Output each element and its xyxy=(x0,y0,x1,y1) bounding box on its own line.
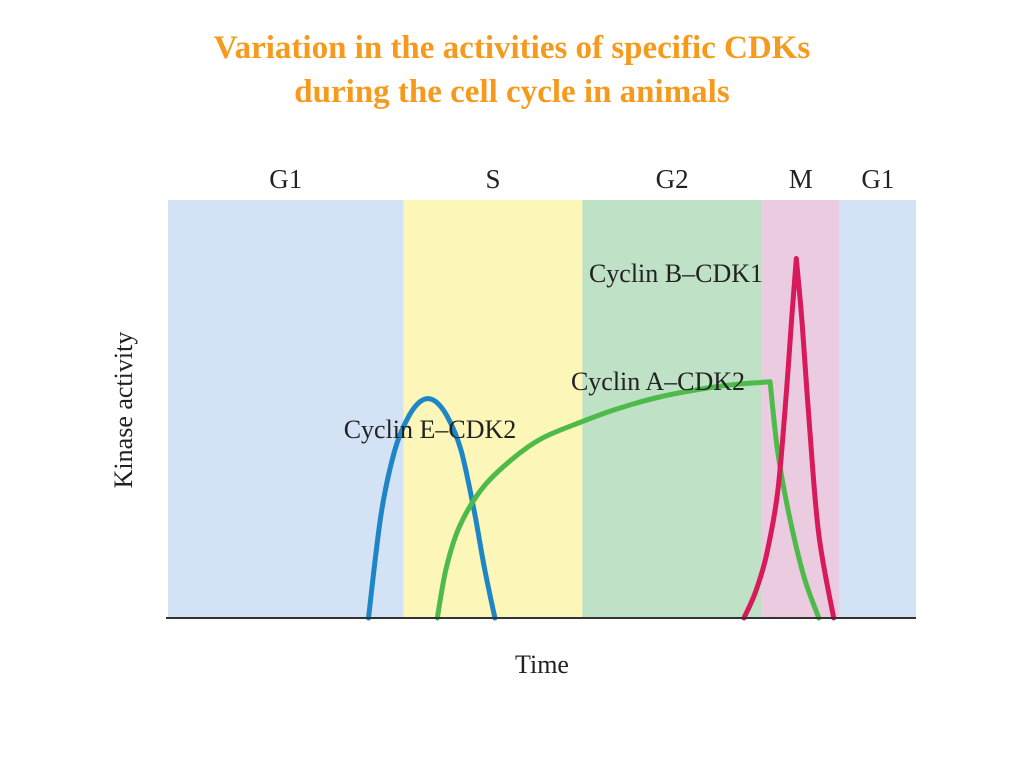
series-line-cyclin-a-cdk2 xyxy=(434,379,822,621)
phase-label-g1-0: G1 xyxy=(269,164,302,194)
phase-label-g1-4: G1 xyxy=(861,164,894,194)
series-lines xyxy=(366,256,837,621)
phase-bands xyxy=(168,200,916,618)
phase-band-g1-4 xyxy=(839,200,916,618)
slide-title: Variation in the activities of specific … xyxy=(0,26,1024,114)
series-labels: Cyclin E–CDK2 Cyclin A–CDK2 Cyclin B–CDK1 xyxy=(344,259,763,444)
series-label-cyclin-b-cdk1: Cyclin B–CDK1 xyxy=(589,259,763,288)
phase-label-m-3: M xyxy=(789,164,813,194)
phase-label-g2-2: G2 xyxy=(656,164,689,194)
y-axis-label: Kinase activity xyxy=(109,332,138,489)
phase-label-s-1: S xyxy=(485,164,500,194)
series-line-cyclin-e-cdk2 xyxy=(366,396,498,621)
series-label-cyclin-e-cdk2: Cyclin E–CDK2 xyxy=(344,415,517,444)
series-line-cyclin-b-cdk1 xyxy=(741,256,837,621)
x-axis-label: Time xyxy=(515,650,569,679)
title-line-2: during the cell cycle in animals xyxy=(294,74,730,110)
title-line-1: Variation in the activities of specific … xyxy=(213,30,811,66)
phase-labels: G1 S G2 M G1 xyxy=(269,164,894,194)
phase-band-g1-0 xyxy=(168,200,404,618)
series-label-cyclin-a-cdk2: Cyclin A–CDK2 xyxy=(571,367,745,396)
phase-band-s-1 xyxy=(403,200,583,618)
